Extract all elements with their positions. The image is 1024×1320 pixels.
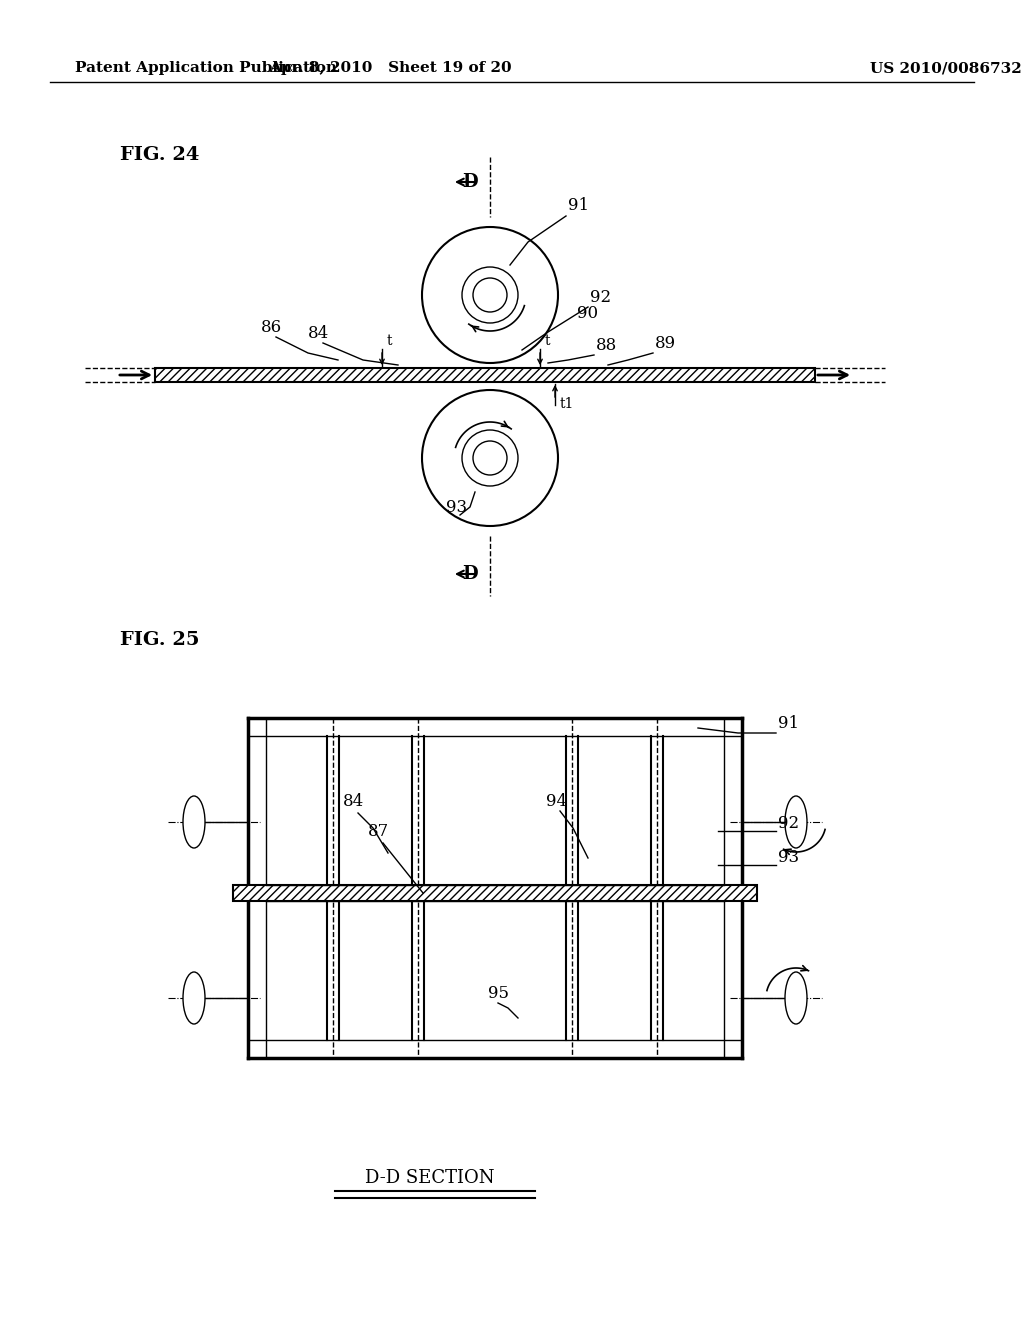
- Ellipse shape: [785, 972, 807, 1024]
- Text: t: t: [387, 334, 392, 348]
- Polygon shape: [233, 884, 757, 902]
- Text: D: D: [463, 565, 478, 583]
- Text: 90: 90: [577, 305, 598, 322]
- Text: 84: 84: [308, 325, 330, 342]
- Text: t: t: [545, 334, 551, 348]
- Text: 91: 91: [568, 197, 589, 214]
- Ellipse shape: [785, 796, 807, 847]
- Text: 92: 92: [778, 814, 799, 832]
- Ellipse shape: [183, 972, 205, 1024]
- Text: 87: 87: [368, 822, 389, 840]
- Text: D-D SECTION: D-D SECTION: [366, 1170, 495, 1187]
- Text: 92: 92: [590, 289, 611, 306]
- Ellipse shape: [183, 796, 205, 847]
- Text: 95: 95: [488, 985, 509, 1002]
- Text: 89: 89: [655, 335, 676, 352]
- Ellipse shape: [422, 227, 558, 363]
- Text: 91: 91: [778, 715, 799, 733]
- Ellipse shape: [473, 441, 507, 475]
- Text: t1: t1: [560, 397, 574, 411]
- Text: 93: 93: [778, 849, 799, 866]
- Ellipse shape: [462, 430, 518, 486]
- Text: 86: 86: [261, 319, 283, 337]
- Polygon shape: [155, 368, 815, 381]
- Text: 93: 93: [446, 499, 467, 516]
- Ellipse shape: [462, 267, 518, 323]
- Text: FIG. 25: FIG. 25: [120, 631, 200, 649]
- Ellipse shape: [422, 389, 558, 525]
- Text: 94: 94: [546, 793, 567, 810]
- Ellipse shape: [473, 279, 507, 312]
- Text: FIG. 24: FIG. 24: [120, 147, 200, 164]
- Text: D: D: [463, 173, 478, 191]
- Text: Apr. 8, 2010   Sheet 19 of 20: Apr. 8, 2010 Sheet 19 of 20: [268, 61, 511, 75]
- Text: 84: 84: [343, 793, 365, 810]
- Text: 88: 88: [596, 337, 617, 354]
- Text: US 2010/0086732 A1: US 2010/0086732 A1: [870, 61, 1024, 75]
- Text: Patent Application Publication: Patent Application Publication: [75, 61, 337, 75]
